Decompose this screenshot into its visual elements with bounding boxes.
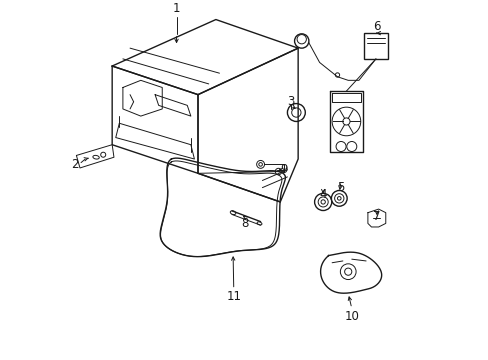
Circle shape [335,73,339,77]
Circle shape [331,107,360,136]
Text: 8: 8 [240,217,248,230]
Text: 5: 5 [337,181,344,194]
Circle shape [346,141,356,152]
Circle shape [291,108,301,117]
Circle shape [340,264,355,280]
Text: 3: 3 [287,95,294,108]
Circle shape [331,190,346,206]
Circle shape [287,104,305,121]
Text: 4: 4 [319,188,326,201]
Text: 7: 7 [372,210,380,223]
Ellipse shape [93,156,99,159]
Ellipse shape [257,222,262,225]
Circle shape [318,197,327,207]
Circle shape [275,168,281,175]
FancyBboxPatch shape [364,33,387,59]
Circle shape [294,34,308,48]
Circle shape [258,163,262,166]
Text: 2: 2 [71,158,78,171]
Text: 11: 11 [226,290,241,303]
Circle shape [342,118,349,125]
Text: 6: 6 [372,20,380,33]
Ellipse shape [230,211,235,215]
Circle shape [337,197,340,200]
Text: 9: 9 [280,163,287,176]
Text: 1: 1 [172,2,180,15]
Circle shape [335,141,346,152]
Circle shape [256,161,264,168]
Circle shape [321,200,325,204]
Text: 10: 10 [344,310,359,323]
Circle shape [314,193,331,211]
Circle shape [334,194,343,203]
Circle shape [297,35,306,44]
Circle shape [101,152,105,157]
Circle shape [344,268,351,275]
